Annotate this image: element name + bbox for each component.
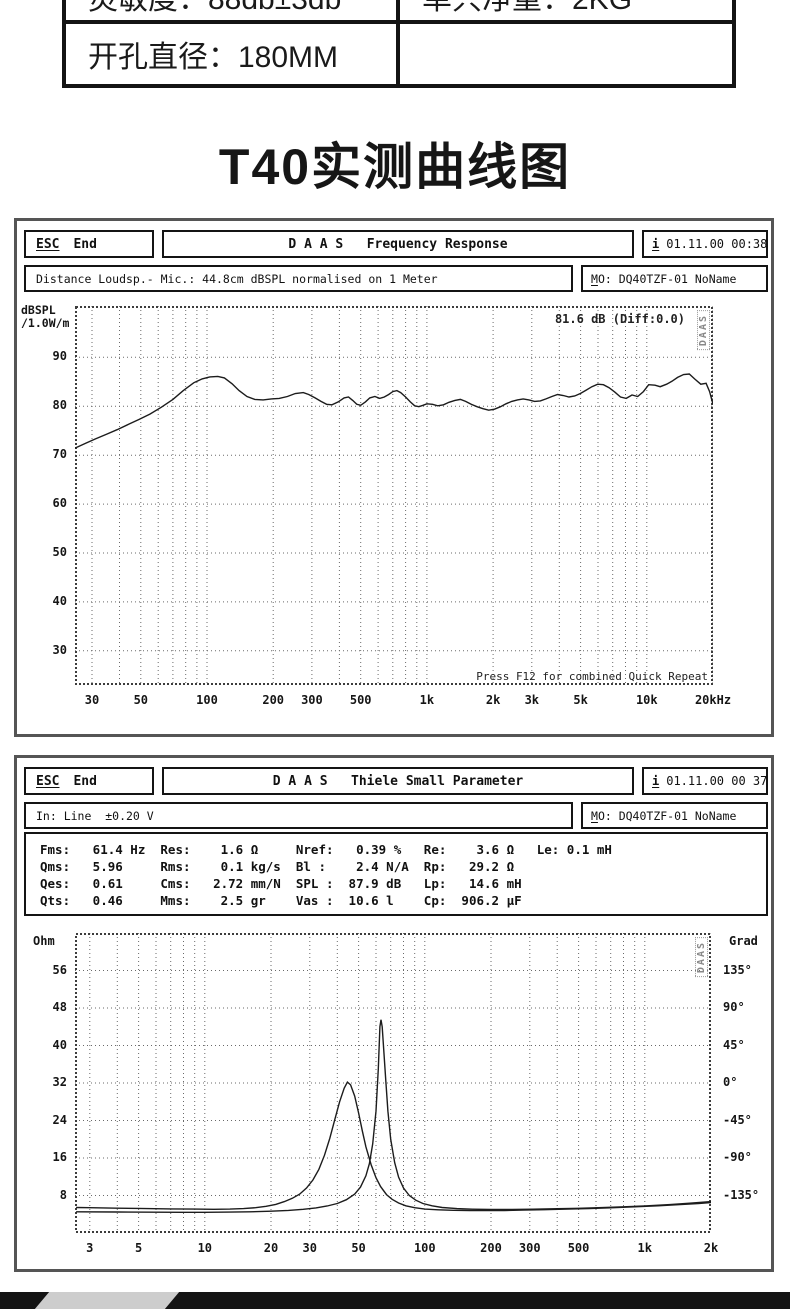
frequency-response-plot: 81.6 dB (Diff:0.0) DAAS Press F12 for co… bbox=[53, 306, 731, 707]
esc-end-box: ESC End bbox=[24, 230, 154, 258]
y-tick-label: 24 bbox=[52, 1112, 67, 1127]
x-tick-label: 200 bbox=[480, 1241, 502, 1255]
info-box: i 01.11.00 00:38 bbox=[642, 230, 768, 258]
x-tick-label: 10 bbox=[197, 1241, 213, 1255]
info-icon: i bbox=[652, 237, 660, 251]
level-annotation: 81.6 dB (Diff:0.0) bbox=[554, 312, 685, 326]
y-tick-label: 48 bbox=[52, 1000, 67, 1014]
x-tick-label: 3k bbox=[524, 693, 540, 707]
x-tick-label: 50 bbox=[133, 693, 149, 707]
model-name: O: DQ40TZF-01 NoName bbox=[597, 808, 737, 823]
model-box: M O: DQ40TZF-01 NoName bbox=[581, 802, 768, 829]
z-chart-canvas bbox=[75, 933, 712, 1233]
x-tick-label: 20 bbox=[263, 1241, 279, 1255]
y-tick-label: 30 bbox=[52, 642, 67, 657]
y-tick-label: 80 bbox=[52, 398, 67, 413]
model-hotkey: M bbox=[591, 271, 598, 286]
x-tick-label: 30 bbox=[302, 1241, 317, 1255]
x-tick-label: 500 bbox=[567, 1241, 590, 1255]
x-tick-label: 100 bbox=[413, 1241, 436, 1255]
grad-axis-label: Grad bbox=[729, 934, 758, 948]
spec-cell-net-weight: 单只净重：2KG bbox=[400, 0, 732, 20]
y-right-tick-label: -135° bbox=[723, 1187, 760, 1202]
x-tick-label: 1k bbox=[419, 693, 435, 707]
measurement-status: Distance Loudsp.- Mic.: 44.8cm dBSPL nor… bbox=[24, 265, 573, 292]
daas-watermark: DAAS bbox=[695, 937, 708, 978]
model-hotkey: M bbox=[591, 808, 598, 823]
frequency-response-window: ESC End D A A S Frequency Response i 01.11… bbox=[14, 218, 774, 737]
y-tick-label: 90 bbox=[52, 349, 67, 364]
spec-cell-empty bbox=[400, 24, 732, 84]
spec-row-hole-diameter: 开孔直径：180MM bbox=[66, 24, 732, 84]
timestamp: 01.11.00 00:38 bbox=[666, 237, 768, 251]
x-tick-label: 2k bbox=[485, 693, 501, 707]
spec-cell-sensitivity: 灵敏度：88db±3db bbox=[66, 0, 400, 20]
impedance-plot: DAAS 3 5 10 20 30 50 100 200 300 500 1k 2k 56 48 40 32 2… bbox=[53, 933, 759, 1255]
x-tick-label: 100 bbox=[196, 693, 218, 707]
window-title: D A A S Frequency Response bbox=[162, 230, 634, 258]
param-line: Qts: 0.46 Mms: 2.5 gr Vas : 10.6 l Cp: 9… bbox=[40, 893, 522, 908]
x-tick-label: 300 bbox=[301, 693, 323, 707]
param-line: Qms: 5.96 Rms: 0.1 kg/s Bl : 2.4 N/A Rp:… bbox=[40, 859, 515, 874]
x-tick-label: 10k bbox=[635, 693, 658, 707]
esc-end-box: ESC End bbox=[24, 767, 154, 795]
y-axis-label: dBSPL/1.0W/m bbox=[21, 303, 70, 330]
ohm-axis-label: Ohm bbox=[33, 934, 55, 948]
y-tick-label: 56 bbox=[52, 962, 67, 977]
esc-key-label: ESC bbox=[36, 773, 60, 789]
ts-parameter-box: Fms: 61.4 Hz Res: 1.6 Ω Nref: 0.39 % Re:… bbox=[24, 832, 768, 916]
y-right-tick-label: 135° bbox=[723, 962, 752, 977]
x-tick-label: 500 bbox=[349, 693, 372, 707]
info-box: i 01.11.00 00 37 bbox=[642, 767, 768, 795]
fr-chart-canvas bbox=[74, 306, 714, 685]
spec-cell-hole-diameter: 开孔直径：180MM bbox=[66, 24, 400, 84]
x-tick-label: 200 bbox=[262, 693, 285, 707]
x-tick-label: 5 bbox=[134, 1241, 143, 1255]
y-right-tick-label: 45° bbox=[723, 1037, 745, 1052]
y-right-tick-label: 0° bbox=[723, 1075, 738, 1089]
y-tick-label: 60 bbox=[52, 496, 67, 511]
param-line: Fms: 61.4 Hz Res: 1.6 Ω Nref: 0.39 % Re:… bbox=[40, 842, 612, 857]
spec-row-partial: 灵敏度：88db±3db 单只净重：2KG bbox=[66, 0, 732, 24]
bottom-bar bbox=[0, 1292, 790, 1309]
bottom-bar-highlight bbox=[34, 1292, 180, 1309]
y-tick-label: 70 bbox=[52, 447, 67, 462]
y-right-tick-label: -45° bbox=[723, 1112, 752, 1127]
model-name: O: DQ40TZF-01 NoName bbox=[597, 271, 737, 286]
y-right-tick-label: -90° bbox=[723, 1150, 752, 1164]
end-key-label: End bbox=[73, 773, 97, 789]
param-line: Qes: 0.61 Cms: 2.72 mm/N SPL : 87.9 dB L… bbox=[40, 876, 522, 891]
y-tick-label: 40 bbox=[52, 1037, 67, 1052]
window-title: D A A S Thiele Small Parameter bbox=[162, 767, 634, 795]
y-tick-label: 16 bbox=[52, 1150, 67, 1164]
x-tick-label: 50 bbox=[351, 1241, 366, 1255]
y-tick-label: 8 bbox=[59, 1187, 67, 1202]
f12-hint: Press F12 for combined Quick Repeat bbox=[476, 670, 708, 683]
x-tick-label: 2k bbox=[703, 1241, 719, 1255]
timestamp: 01.11.00 00 37 bbox=[666, 774, 768, 788]
spec-table: 灵敏度：88db±3db 单只净重：2KG 开孔直径：180MM bbox=[62, 0, 736, 88]
impedance-free-air-curve bbox=[76, 1019, 712, 1213]
impedance-added-mass-curve bbox=[76, 1080, 712, 1212]
y-tick-label: 50 bbox=[52, 544, 67, 559]
SPL-curve bbox=[74, 373, 714, 449]
x-tick-label: 30 bbox=[84, 693, 100, 707]
x-tick-label: 20kHz bbox=[694, 693, 732, 707]
x-tick-label: 3 bbox=[86, 1241, 94, 1255]
info-icon: i bbox=[652, 774, 660, 788]
y-right-tick-label: 90° bbox=[723, 1000, 745, 1014]
y-tick-label: 40 bbox=[52, 593, 67, 608]
esc-key-label: ESC bbox=[36, 236, 60, 252]
end-key-label: End bbox=[73, 236, 97, 252]
page-title: T40实测曲线图 bbox=[218, 139, 572, 195]
x-tick-label: 1k bbox=[637, 1241, 652, 1255]
input-status: In: Line ±0.20 V bbox=[24, 802, 573, 829]
model-box: M O: DQ40TZF-01 NoName bbox=[581, 265, 768, 292]
x-tick-label: 5k bbox=[573, 693, 588, 707]
y-tick-label: 32 bbox=[52, 1075, 67, 1089]
x-tick-label: 300 bbox=[518, 1241, 541, 1255]
daas-watermark: DAAS bbox=[697, 310, 710, 351]
